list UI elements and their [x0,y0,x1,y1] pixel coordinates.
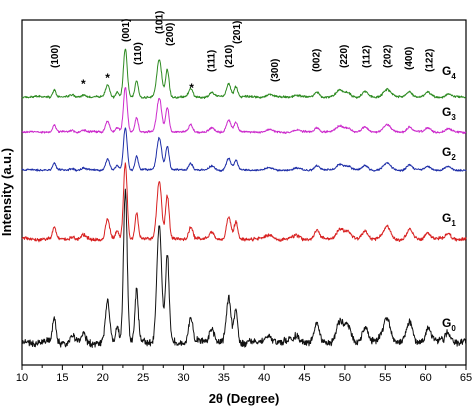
peak-annotations: (100)* *(001)(110)(101)(200)*(111)(201)(2… [50,11,436,95]
series-labels: G4 G3 G2 G1 G0 [442,64,456,333]
x-tick-label: 25 [137,372,149,384]
hkl-label: (002) [311,49,322,72]
hkl-label: (112) [361,45,372,68]
series-line-g4 [21,48,467,99]
series-line-g1 [21,162,467,243]
hkl-label: (400) [404,47,415,70]
series-label-g4: G4 [442,64,456,81]
hkl-label: (001) [121,19,132,42]
hkl-label: (100) [50,45,61,68]
x-tick-label: 50 [339,372,351,384]
x-tick-label: 30 [177,372,189,384]
x-tick-label: 45 [298,372,310,384]
x-tick-label: 55 [379,372,391,384]
series-label-g0: G0 [442,316,456,333]
impurity-marker: * [105,71,110,85]
plot-frame [21,19,467,366]
impurity-marker: * [189,81,194,95]
impurity-marker: * [81,77,86,91]
x-tick-label: 60 [420,372,432,384]
x-tick-label: 15 [56,372,68,384]
hkl-label: (202) [382,45,393,68]
hkl-label: (122) [424,49,435,72]
series-line-g2 [21,127,467,172]
x-axis-ticks: 10 15 20 25 30 35 40 45 50 55 60 65 [16,365,472,384]
series-layer [21,48,467,348]
hkl-label: (110) [133,42,144,65]
x-tick-label: 20 [97,372,109,384]
series-line-g0 [21,188,467,348]
hkl-label: (201) [232,21,243,44]
x-tick-label: 35 [218,372,230,384]
series-label-g3: G3 [442,105,456,122]
hkl-label: (210) [224,45,235,68]
x-axis-title: 2θ (Degree) [209,391,280,406]
series-label-g1: G1 [442,211,456,228]
hkl-label: (101) [155,11,166,34]
hkl-label: (300) [270,59,281,82]
x-tick-label: 10 [16,372,28,384]
series-label-g2: G2 [442,145,456,162]
hkl-label: (200) [165,23,176,46]
series-line-g3 [21,87,467,135]
x-tick-label: 65 [460,372,472,384]
y-axis-title: Intensity (a.u.) [0,148,14,236]
x-tick-label: 40 [258,372,270,384]
hkl-label: (220) [339,45,350,68]
hkl-label: (111) [206,50,217,72]
